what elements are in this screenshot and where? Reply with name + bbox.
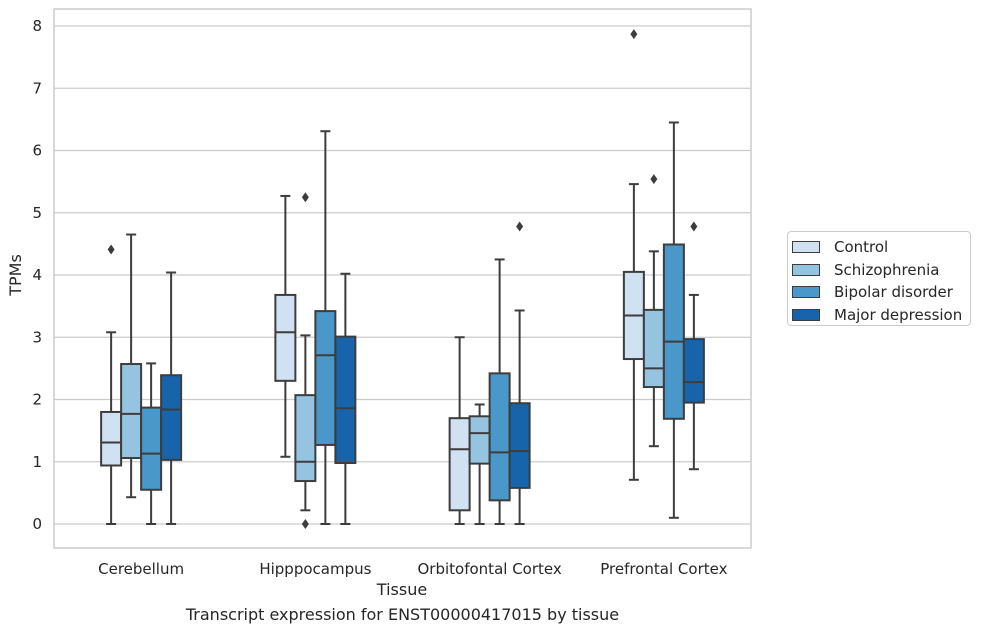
box — [274, 194, 297, 458]
box — [100, 244, 123, 525]
box — [334, 272, 357, 525]
y-tick-label: 5 — [32, 204, 42, 222]
y-tick-label: 4 — [32, 266, 42, 284]
legend: Control Schizophrenia Bipolar disorder Majo… — [787, 231, 971, 326]
box — [508, 221, 531, 525]
outlier-point — [630, 29, 638, 40]
y-tick-labels: 0 1 2 3 4 5 6 7 8 — [32, 17, 42, 533]
legend-swatch — [792, 286, 820, 299]
legend-label: Bipolar disorder — [834, 283, 953, 302]
x-tick-label: Prefrontal Cortex — [600, 560, 727, 578]
legend-label: Control — [834, 238, 889, 257]
chart-caption: Transcript expression for ENST0000041701… — [185, 605, 620, 624]
outlier-point — [650, 174, 658, 185]
box-body — [642, 308, 665, 389]
series-schizophrenia — [120, 174, 665, 529]
box — [120, 233, 143, 499]
box-body — [488, 372, 511, 502]
legend-swatch — [792, 263, 820, 276]
legend-label: Schizophrenia — [834, 260, 940, 279]
box-body — [508, 402, 531, 489]
x-axis-label: Tissue — [376, 580, 427, 599]
legend-item: Control — [792, 236, 970, 259]
box-body — [682, 338, 705, 404]
box-body — [662, 243, 685, 420]
outlier-point — [516, 221, 524, 232]
box — [662, 121, 685, 519]
box-body — [140, 406, 163, 491]
x-tick-label: Orbitofontal Cortex — [418, 560, 562, 578]
outlier-point — [301, 519, 309, 529]
box — [448, 336, 471, 525]
y-tick-label: 3 — [32, 328, 42, 346]
box — [468, 403, 491, 525]
box — [488, 258, 511, 525]
y-tick-label: 6 — [32, 142, 42, 160]
outlier-point — [107, 244, 115, 255]
box — [642, 174, 665, 448]
box-plot-series — [100, 29, 705, 529]
series-control — [100, 29, 645, 525]
series-major-depression — [160, 221, 705, 525]
box-body — [448, 417, 471, 512]
legend-swatch — [792, 241, 820, 254]
box-body — [100, 410, 123, 467]
box-body — [120, 363, 143, 460]
box — [294, 192, 317, 529]
legend-item: Bipolar disorder — [792, 281, 970, 304]
series-bipolar-disorder — [140, 121, 685, 525]
y-tick-label: 1 — [32, 453, 42, 471]
legend-swatch — [792, 308, 820, 321]
box — [622, 29, 645, 481]
legend-item: Major depression — [792, 304, 970, 327]
box-body — [314, 310, 337, 446]
box — [314, 130, 337, 525]
outlier-point — [301, 192, 309, 203]
box — [160, 271, 183, 525]
box-body — [294, 394, 317, 483]
x-tick-label: Hipppocampus — [259, 560, 371, 578]
box-body — [274, 293, 297, 382]
y-tick-label: 8 — [32, 17, 42, 35]
y-axis-label: TPMs — [6, 254, 25, 297]
legend-label: Major depression — [834, 305, 963, 324]
box-body — [160, 374, 183, 461]
x-tick-label: Cerebellum — [98, 560, 184, 578]
box — [140, 362, 163, 525]
box-body — [334, 335, 357, 464]
plot-frame — [53, 8, 752, 549]
x-tick-labels: Cerebellum Hipppocampus Orbitofontal Corte… — [98, 560, 727, 578]
outlier-point — [690, 221, 698, 232]
y-tick-label: 7 — [32, 79, 42, 97]
y-tick-label: 2 — [32, 391, 42, 409]
legend-item: Schizophrenia — [792, 259, 970, 282]
y-tick-label: 0 — [32, 515, 42, 533]
box-body — [468, 415, 491, 465]
box — [682, 221, 705, 471]
